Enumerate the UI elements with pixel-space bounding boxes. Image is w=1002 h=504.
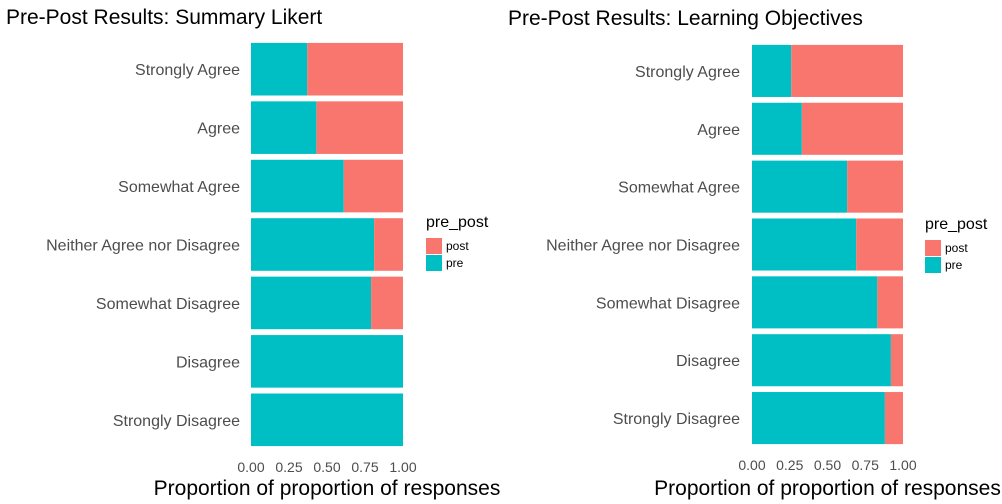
bar-pre-disagree [251,335,403,388]
legend-label-pre: pre [945,258,963,272]
summary-likert-chart: Pre-Post Results: Summary Likert Strongly… [6,6,501,500]
category-label: Neither Agree nor Disagree [546,238,740,255]
category-label: Somewhat Disagree [596,295,740,312]
x-tick-label: 0.50 [814,457,841,473]
category-label: Strongly Agree [635,64,740,81]
category-label: Somewhat Agree [118,179,240,196]
learning-objectives-chart: Pre-Post Results: Learning Objectives Str… [501,0,1002,504]
bar-pre-strongly-disagree [752,392,885,445]
legend-label-pre: pre [446,256,464,270]
x-axis-label: Proportion of proportion of responses [654,477,1001,500]
x-tick-label: 0.25 [776,457,803,473]
bar-post-somewhat-disagree [877,276,903,329]
bar-post-somewhat-agree [847,160,903,213]
learning-objectives-chart-svg: Pre-Post Results: Learning Objectives Str… [508,7,1001,500]
x-axis-label: Proportion of proportion of responses [154,477,501,500]
bar-pre-neither-agree-nor-disagree [251,218,375,271]
category-label: Somewhat Disagree [96,296,240,313]
bar-pre-strongly-disagree [251,393,403,447]
bar-post-disagree [890,334,903,387]
bar-pre-agree [251,101,317,154]
summary-likert-chart-svg: Pre-Post Results: Summary Likert Strongly… [6,6,501,500]
bar-pre-disagree [752,334,891,387]
bar-pre-somewhat-disagree [251,276,372,330]
bar-post-agree [316,101,403,154]
category-label: Agree [697,122,740,139]
bar-post-strongly-agree [791,44,903,97]
category-label: Disagree [176,354,240,371]
x-tick-label: 1.00 [389,459,416,475]
x-tick-label: 1.00 [889,457,916,473]
legend-swatch-post [925,240,941,256]
chart-title: Pre-Post Results: Summary Likert [6,6,322,29]
category-label: Strongly Agree [135,62,240,79]
legend-title: pre_post [925,216,988,233]
x-tick-label: 0.75 [351,459,378,475]
category-label: Neither Agree nor Disagree [46,238,240,255]
legend-swatch-post [426,238,442,254]
bar-pre-somewhat-agree [752,160,848,213]
legend-label-post: post [945,241,968,255]
category-label: Strongly Disagree [613,411,740,428]
bar-post-somewhat-disagree [371,276,403,330]
bar-post-neither-agree-nor-disagree [374,218,403,271]
bar-pre-agree [752,102,802,155]
x-tick-label: 0.25 [275,459,302,475]
bar-post-somewhat-agree [343,159,403,213]
bar-post-agree [801,102,903,155]
legend-swatch-pre [925,257,941,273]
category-label: Strongly Disagree [113,413,240,430]
category-label: Somewhat Agree [618,180,740,197]
chart-title: Pre-Post Results: Learning Objectives [508,7,863,30]
legend-label-post: post [446,239,469,253]
bar-pre-neither-agree-nor-disagree [752,218,857,271]
category-label: Agree [197,121,240,138]
x-tick-label: 0.75 [852,457,879,473]
bar-post-strongly-agree [307,42,403,96]
category-label: Disagree [676,353,740,370]
legend-title: pre_post [426,214,489,231]
bar-pre-somewhat-agree [251,159,344,213]
x-tick-label: 0.50 [313,459,340,475]
bar-post-strongly-disagree [884,392,903,445]
x-tick-label: 0.00 [738,457,765,473]
bar-pre-somewhat-disagree [752,276,878,329]
bar-pre-strongly-agree [752,44,792,97]
legend-swatch-pre [426,255,442,271]
x-tick-label: 0.00 [237,459,264,475]
bar-post-neither-agree-nor-disagree [856,218,903,271]
bar-pre-strongly-agree [251,42,308,96]
